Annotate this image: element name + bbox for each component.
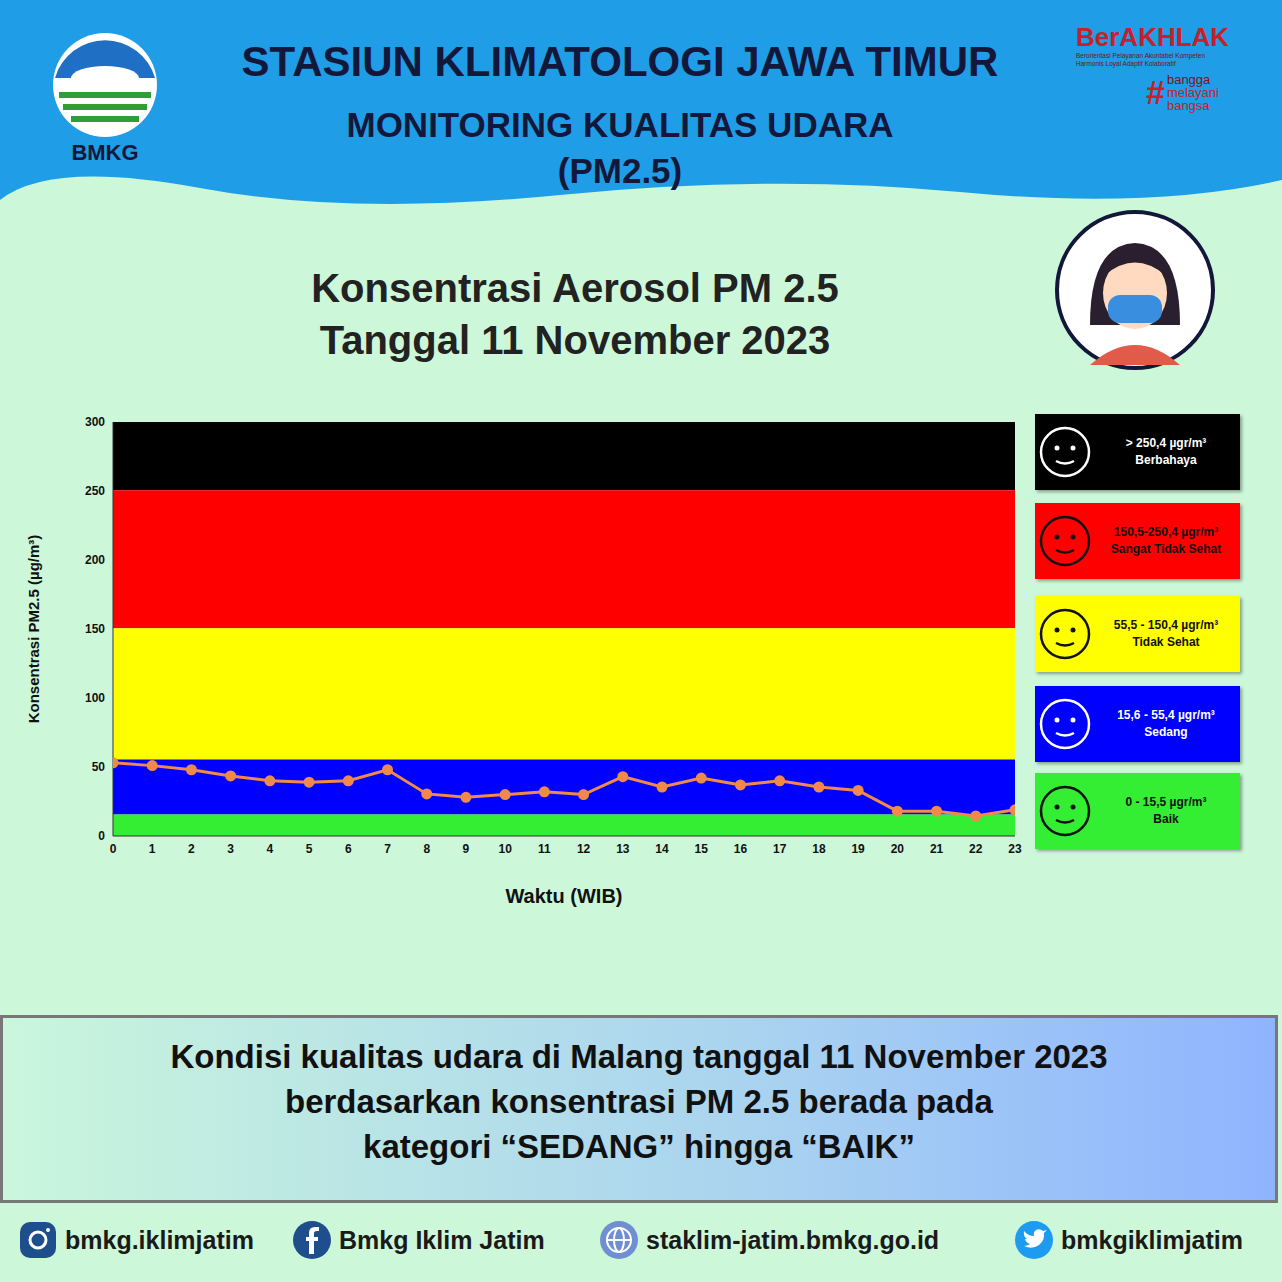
svg-text:3: 3 (227, 842, 234, 856)
html-text:0 - 15,5 µgr/m³: 0 - 15,5 µgr/m³ (1125, 795, 1207, 809)
html-text:Tidak Sehat: Tidak Sehat (1132, 635, 1200, 649)
svg-text:Konsentrasi PM2.5 (µg/m³): Konsentrasi PM2.5 (µg/m³) (25, 535, 42, 724)
svg-text:18: 18 (812, 842, 826, 856)
html-text:Baik: Baik (1153, 812, 1179, 826)
svg-text:300: 300 (85, 415, 105, 429)
svg-text:19: 19 (851, 842, 865, 856)
svg-text:15: 15 (695, 842, 709, 856)
svg-text:150: 150 (85, 622, 105, 636)
html-text:15,6 - 55,4 µgr/m³: 15,6 - 55,4 µgr/m³ (1117, 708, 1215, 722)
html-text:Berorientasi Pelayanan Akuntab: Berorientasi Pelayanan Akuntabel Kompete… (1076, 52, 1205, 59)
html-text:berdasarkan konsentrasi PM 2.5: berdasarkan konsentrasi PM 2.5 berada pa… (285, 1083, 993, 1120)
svg-text:12: 12 (577, 842, 591, 856)
html-text:55,5 - 150,4 µgr/m³: 55,5 - 150,4 µgr/m³ (1113, 618, 1219, 632)
html-text:bangsa: bangsa (1166, 97, 1210, 113)
html-text:> 250,4 µgr/m³: > 250,4 µgr/m³ (1125, 436, 1207, 450)
svg-text:1: 1 (149, 842, 156, 856)
html-text:melayani: melayani (1166, 84, 1219, 100)
html-text:MONITORING KUALITAS UDARA: MONITORING KUALITAS UDARA (346, 105, 894, 144)
svg-text:250: 250 (85, 484, 105, 498)
svg-text:200: 200 (85, 553, 105, 567)
html-text:STASIUN KLIMATOLOGI JAWA TIMUR: STASIUN KLIMATOLOGI JAWA TIMUR (241, 38, 999, 85)
html-text:bmkgiklimjatim: bmkgiklimjatim (1061, 1225, 1243, 1254)
svg-text:2: 2 (188, 842, 195, 856)
html-text:Kondisi kualitas udara di Mala: Kondisi kualitas udara di Malang tanggal… (170, 1038, 1108, 1075)
svg-text:9: 9 (463, 842, 470, 856)
svg-text:7: 7 (384, 842, 391, 856)
svg-text:11: 11 (538, 842, 551, 856)
svg-text:5: 5 (306, 842, 313, 856)
svg-text:8: 8 (423, 842, 430, 856)
html-text:staklim-jatim.bmkg.go.id: staklim-jatim.bmkg.go.id (646, 1225, 940, 1254)
svg-text:10: 10 (498, 842, 512, 856)
svg-text:100: 100 (85, 691, 105, 705)
html-text:Harmonis Loyal Adaptif Kolabor: Harmonis Loyal Adaptif Kolaboratif (1076, 60, 1176, 67)
svg-text:23: 23 (1008, 842, 1022, 856)
html-text:(PM2.5): (PM2.5) (557, 151, 683, 190)
html-text:Tanggal 11 November 2023: Tanggal 11 November 2023 (319, 318, 831, 362)
svg-text:21: 21 (930, 842, 944, 856)
html-text:150,5-250,4 µgr/m³: 150,5-250,4 µgr/m³ (1113, 525, 1219, 539)
svg-text:0: 0 (98, 829, 105, 843)
svg-text:6: 6 (345, 842, 352, 856)
html-text:bangga: bangga (1166, 71, 1211, 87)
html-text:bmkg.iklimjatim: bmkg.iklimjatim (65, 1225, 254, 1254)
svg-text:14: 14 (655, 842, 669, 856)
html-text:Sedang: Sedang (1144, 725, 1188, 739)
svg-text:13: 13 (616, 842, 630, 856)
svg-text:20: 20 (891, 842, 905, 856)
html-text:BMKG: BMKG (71, 140, 139, 165)
html-text:Konsentrasi Aerosol PM 2.5: Konsentrasi Aerosol PM 2.5 (311, 266, 839, 310)
svg-text:17: 17 (773, 842, 787, 856)
html-text:kategori “SEDANG” hingga “BAIK: kategori “SEDANG” hingga “BAIK” (363, 1128, 915, 1165)
svg-text:50: 50 (92, 760, 106, 774)
svg-text:22: 22 (969, 842, 983, 856)
svg-text:4: 4 (267, 842, 274, 856)
html-text:Sangat Tidak Sehat: Sangat Tidak Sehat (1110, 542, 1222, 556)
svg-text:Waktu (WIB): Waktu (WIB) (505, 885, 622, 907)
svg-text:0: 0 (110, 842, 117, 856)
svg-text:16: 16 (734, 842, 748, 856)
html-text:BerAKHLAK: BerAKHLAK (1076, 22, 1230, 52)
html-text:Bmkg Iklim Jatim: Bmkg Iklim Jatim (339, 1225, 545, 1254)
html-text:Berbahaya: Berbahaya (1135, 453, 1197, 467)
